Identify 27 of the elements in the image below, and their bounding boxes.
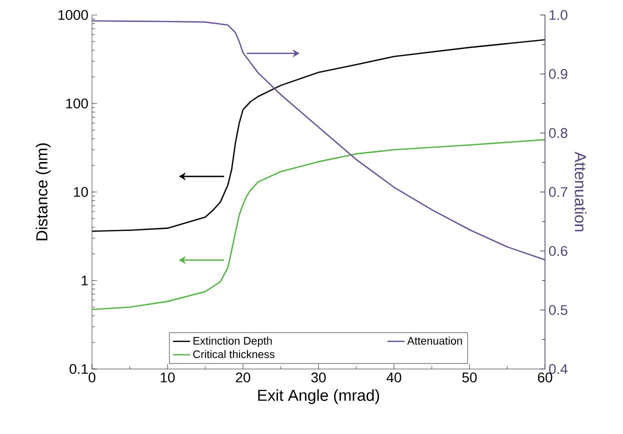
y2-tick-label: 0.4	[549, 364, 568, 374]
x-tick-label: 50	[462, 372, 477, 382]
y-tick-label: 1000	[58, 10, 88, 20]
line-series	[92, 20, 546, 260]
legend-label: Extinction Depth	[194, 336, 272, 347]
y2-axis-title: Attenuation	[574, 152, 586, 232]
y2-tick-label: 1.0	[550, 10, 568, 20]
x-tick-label: 0	[88, 372, 96, 382]
y2-tick-label: 0.7	[549, 187, 568, 197]
y2-tick-label: 0.6	[549, 246, 568, 256]
line-series	[92, 139, 546, 310]
y2-tick-label: 0.5	[549, 305, 568, 315]
x-tick-label: 40	[386, 372, 402, 382]
x-axis-title: Exit Angle (mrad)	[258, 389, 380, 404]
x-tick-label: 10	[160, 372, 175, 382]
x-tick-label: 60	[538, 372, 552, 382]
x-tick-label: 30	[311, 372, 326, 382]
x-tick-label: 20	[236, 372, 250, 382]
y-tick-label: 10	[74, 187, 88, 197]
legend-label: Critical thickness	[193, 350, 274, 358]
y2-tick-label: 0.9	[549, 69, 568, 79]
y-tick-label: 0.1	[70, 364, 88, 374]
y2-tick-label: 0.8	[549, 128, 568, 138]
y-tick-label: 100	[66, 98, 88, 108]
y-axis-title: Distance (nm)	[36, 143, 51, 240]
legend-label: Attenuation	[407, 336, 462, 345]
y-tick-label: 1	[82, 276, 88, 286]
